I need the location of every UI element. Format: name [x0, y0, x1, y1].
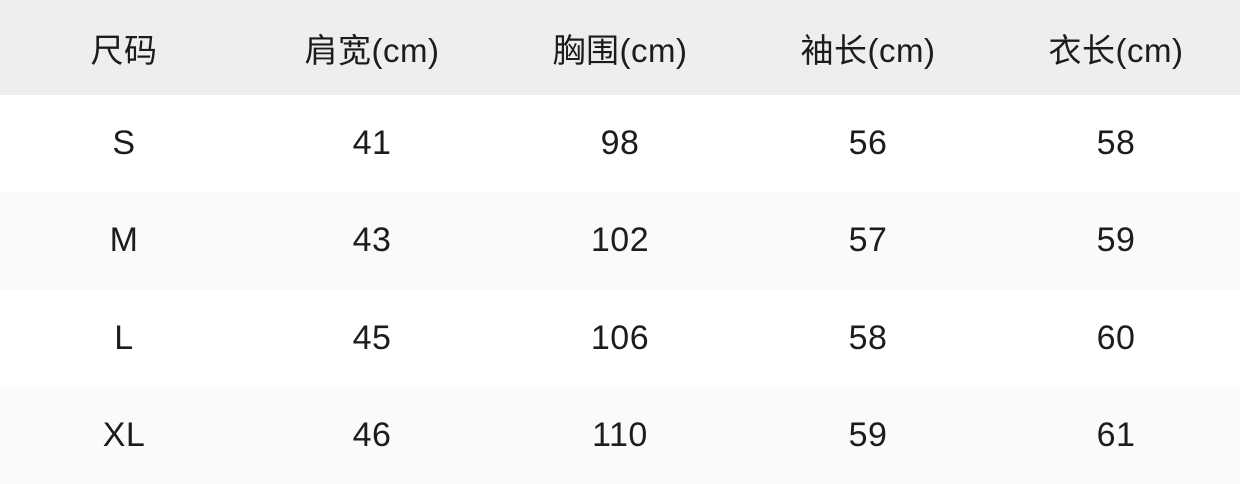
- table-row-s: S 41 98 56 58: [0, 95, 1240, 192]
- table-header-row: 尺码 肩宽(cm) 胸围(cm) 袖长(cm) 衣长(cm): [0, 0, 1240, 95]
- size-value-cell: L: [114, 318, 134, 357]
- shoulder-width-cell: 41: [352, 124, 392, 163]
- shoulder-width-cell: 46: [352, 415, 392, 454]
- size-value-cell: XL: [102, 415, 146, 454]
- col-header-garment-length: 衣长(cm): [1048, 31, 1184, 69]
- sleeve-length-cell: 59: [848, 415, 888, 454]
- size-value-cell: S: [112, 124, 136, 163]
- garment-length-cell: 58: [1096, 124, 1136, 163]
- shoulder-width-cell: 43: [352, 221, 392, 260]
- sleeve-length-cell: 58: [848, 318, 888, 357]
- sleeve-length-cell: 56: [848, 124, 888, 163]
- chest-cell: 98: [600, 124, 640, 163]
- garment-length-cell: 60: [1096, 318, 1136, 357]
- garment-length-cell: 61: [1096, 415, 1136, 454]
- col-header-sleeve-length: 袖长(cm): [800, 31, 936, 69]
- size-value-cell: M: [109, 221, 139, 260]
- col-header-chest: 胸围(cm): [552, 31, 688, 69]
- chest-cell: 102: [590, 221, 650, 260]
- table-row-m: M 43 102 57 59: [0, 192, 1240, 290]
- shoulder-width-cell: 45: [352, 318, 392, 357]
- chest-cell: 106: [590, 318, 650, 357]
- chest-cell: 110: [592, 415, 648, 454]
- sleeve-length-cell: 57: [848, 221, 888, 260]
- col-header-size: 尺码: [90, 31, 158, 69]
- garment-length-cell: 59: [1096, 221, 1136, 260]
- table-row-l: L 45 106 58 60: [0, 290, 1240, 387]
- col-header-shoulder-width: 肩宽(cm): [304, 31, 440, 69]
- table-row-xl: XL 46 110 59 61: [0, 386, 1240, 484]
